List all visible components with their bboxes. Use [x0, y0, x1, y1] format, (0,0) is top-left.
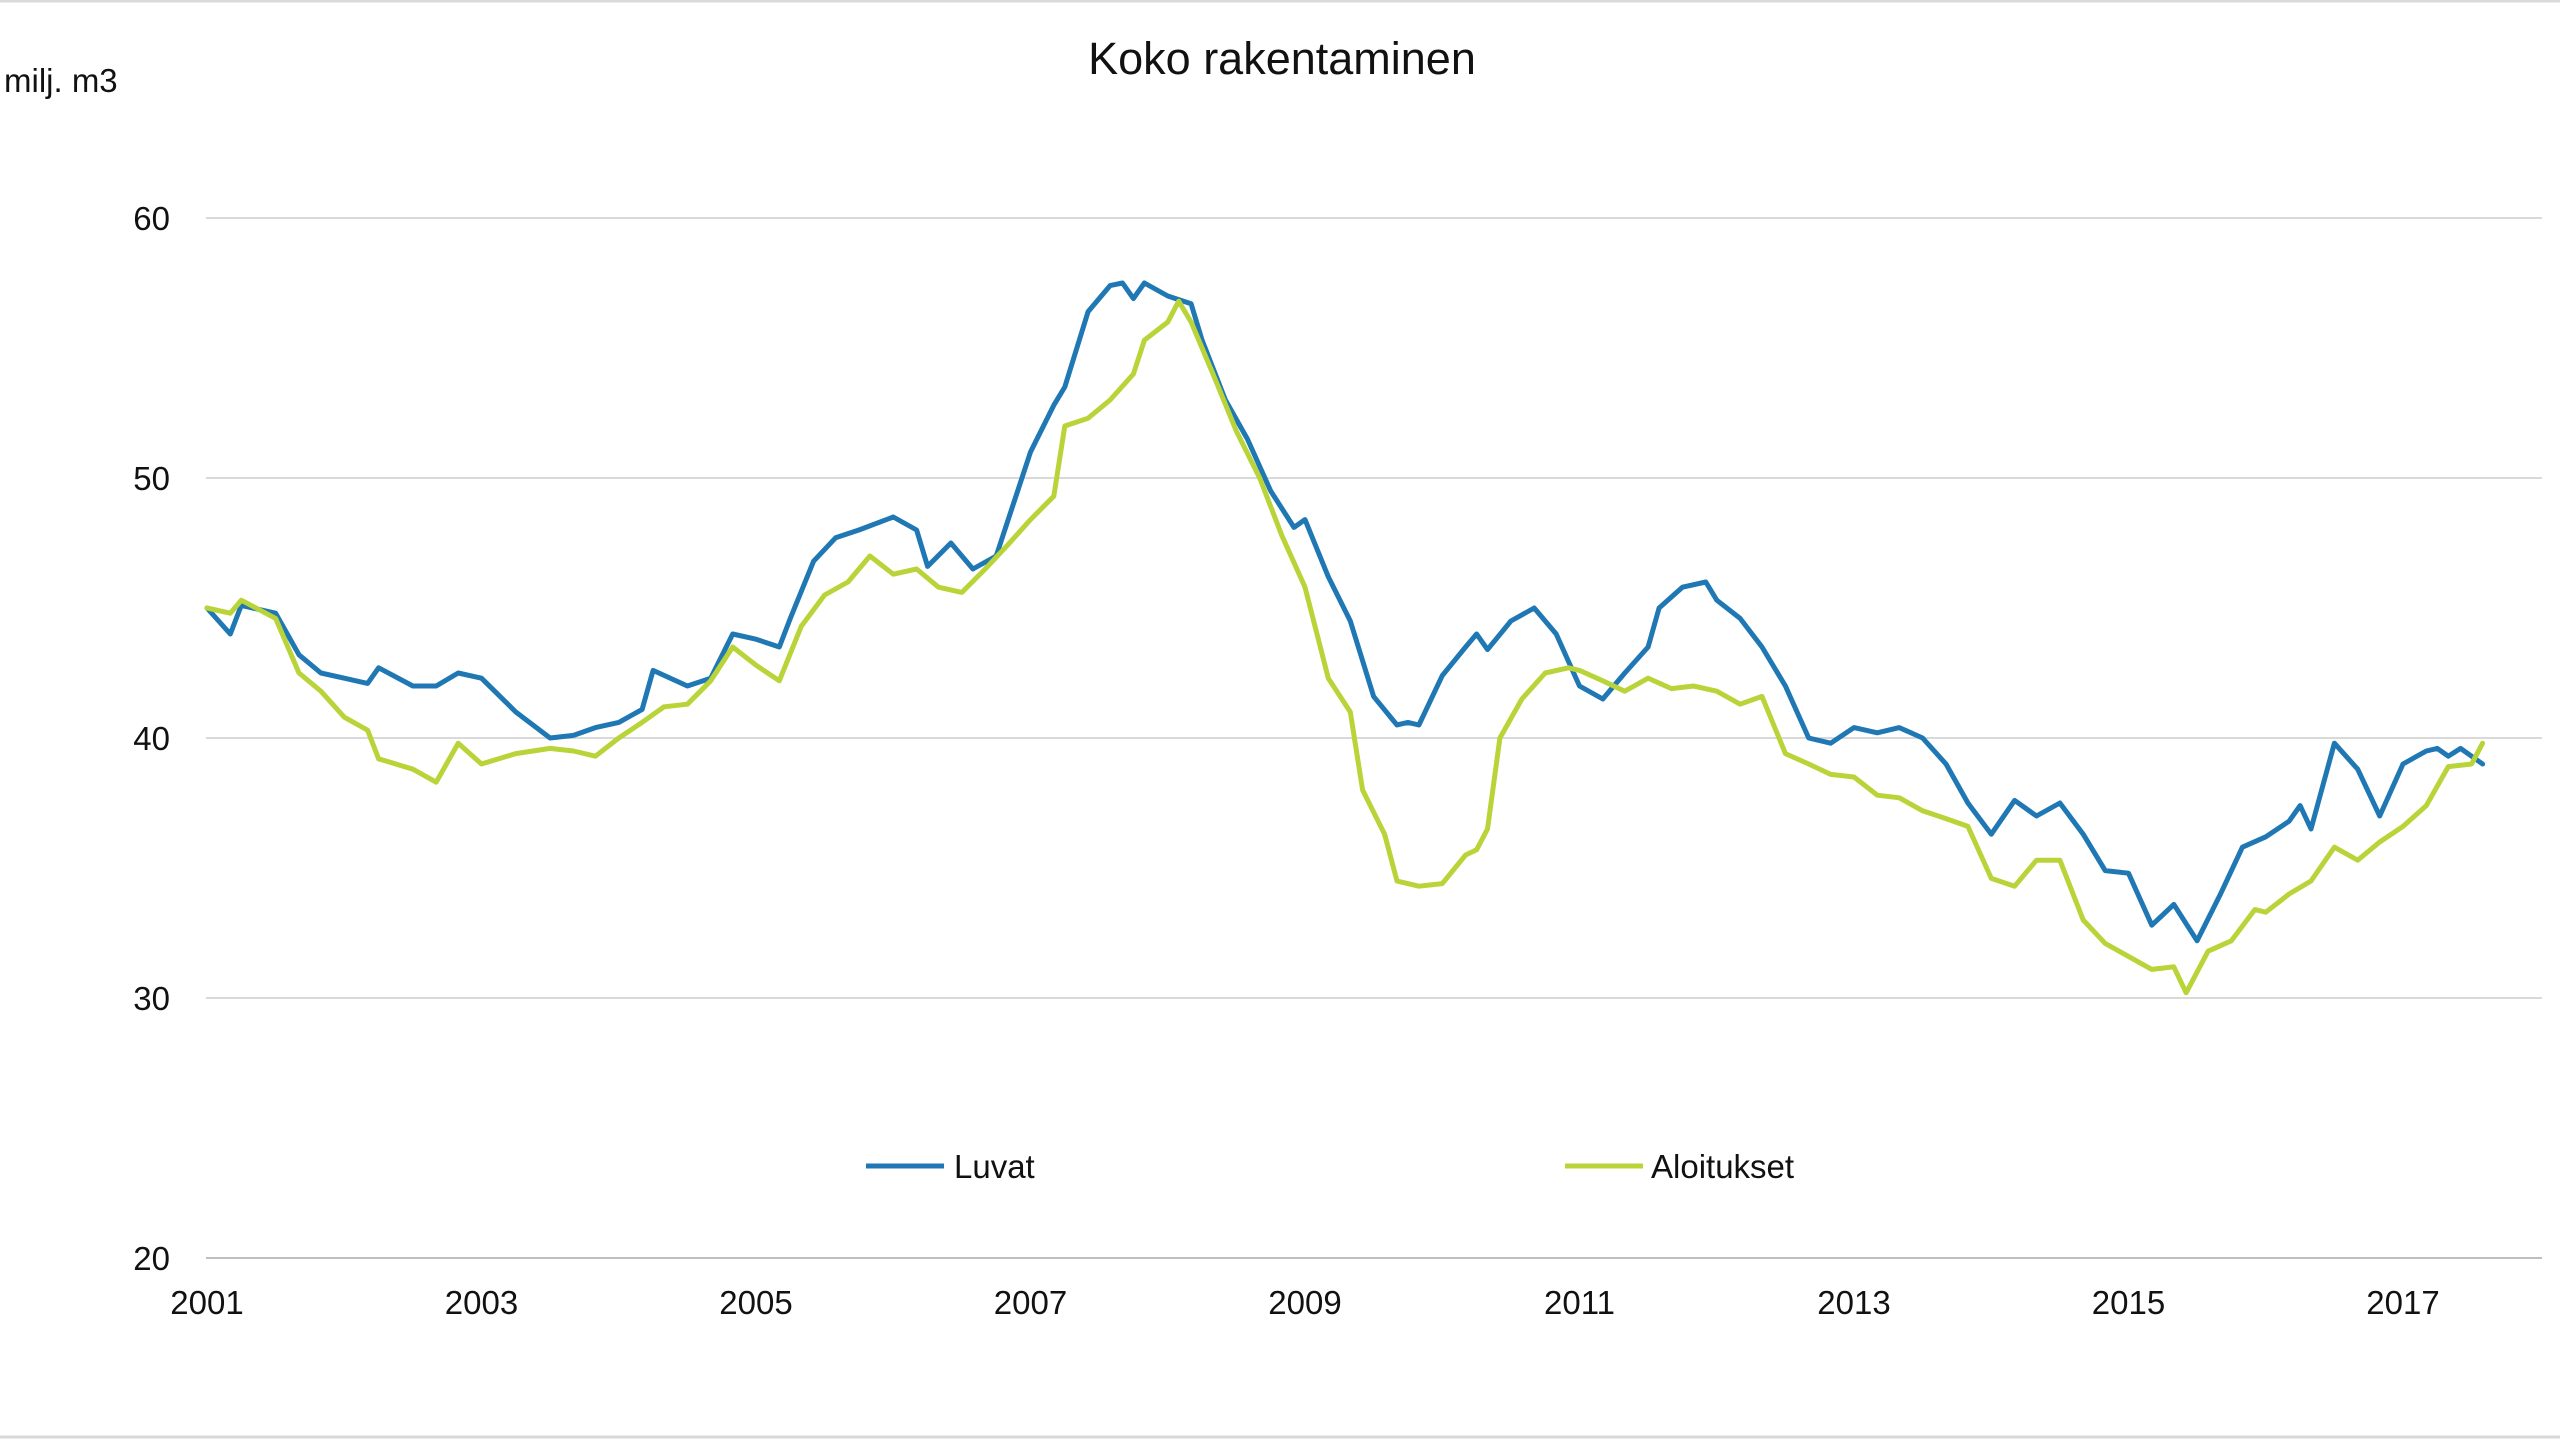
x-axis-ticks: 2001 2003 2005 2007 2009 2011 2013 2015 2017 [170, 1284, 2439, 1321]
legend: Luvat Aloitukset [866, 1148, 1794, 1185]
y-tick-label: 60 [133, 200, 170, 237]
legend-item-aloitukset: Aloitukset [1565, 1148, 1794, 1185]
y-tick-label: 40 [133, 720, 170, 757]
y-axis-ticks: 20 30 40 50 60 [133, 200, 170, 1277]
series-lines [204, 280, 2486, 996]
x-tick-label: 2015 [2092, 1284, 2165, 1321]
x-tick-label: 2009 [1268, 1284, 1341, 1321]
x-tick-label: 2013 [1817, 1284, 1890, 1321]
x-tick-label: 2007 [994, 1284, 1067, 1321]
chart-title: Koko rakentaminen [1088, 33, 1476, 84]
y-tick-label: 50 [133, 460, 170, 497]
x-tick-label: 2011 [1544, 1284, 1615, 1321]
x-tick-label: 2005 [719, 1284, 792, 1321]
legend-label-luvat: Luvat [954, 1148, 1035, 1185]
x-tick-label: 2001 [170, 1284, 243, 1321]
series-line-luvat [204, 280, 2486, 944]
series-line-aloitukset [204, 298, 2486, 996]
y-tick-label: 20 [133, 1240, 170, 1277]
y-axis-unit-label: milj. m3 [4, 62, 118, 99]
x-tick-label: 2017 [2366, 1284, 2439, 1321]
legend-item-luvat: Luvat [866, 1148, 1035, 1185]
y-tick-label: 30 [133, 980, 170, 1017]
legend-label-aloitukset: Aloitukset [1651, 1148, 1794, 1185]
gridlines [206, 217, 2542, 1259]
x-tick-label: 2003 [445, 1284, 518, 1321]
